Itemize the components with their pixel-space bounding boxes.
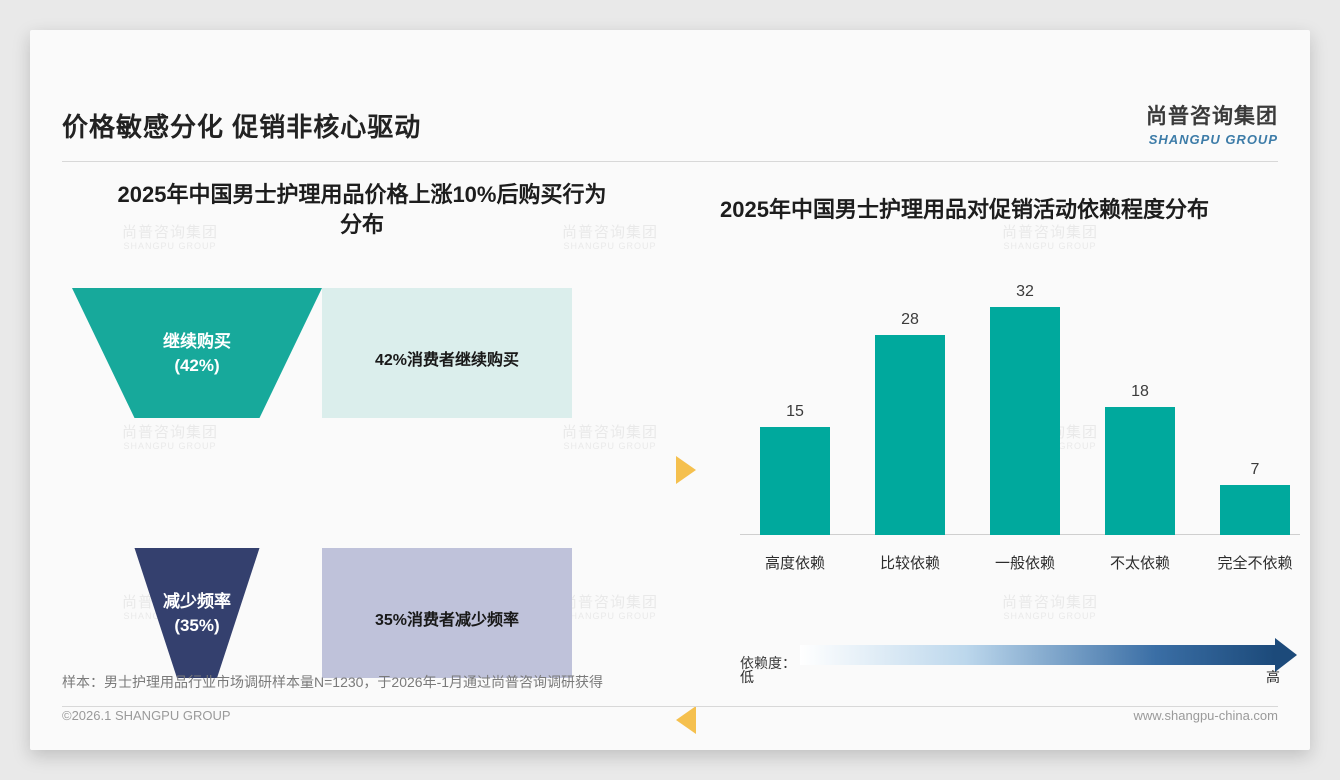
footer-bottom: ©2026.1 SHANGPU GROUP www.shangpu-china.… bbox=[62, 702, 1278, 732]
bar-rect-2[interactable] bbox=[990, 307, 1060, 535]
bar-rect-3[interactable] bbox=[1105, 407, 1175, 535]
funnel-panel-title: 2025年中国男士护理用品价格上涨10%后购买行为 分布 bbox=[62, 180, 662, 239]
legend-gradient-wrap bbox=[800, 645, 1295, 665]
brand-block: 尚普咨询集团 SHANGPU GROUP bbox=[1146, 100, 1278, 147]
footer-website[interactable]: www.shangpu-china.com bbox=[1133, 708, 1278, 723]
funnel-row-1: 继续购买 (42%) 42%消费者继续购买 bbox=[72, 288, 572, 418]
funnel-arrow-right bbox=[676, 456, 696, 484]
funnel-panel: 2025年中国男士护理用品价格上涨10%后购买行为 分布 继续购买 (42%) … bbox=[62, 180, 662, 725]
bar-item-2[interactable]: 32 一般依赖 bbox=[990, 283, 1060, 535]
bar-value-2: 32 bbox=[990, 283, 1060, 301]
bar-category-1: 比较依赖 bbox=[855, 552, 965, 573]
funnel-desc-2: 35%消费者减少频率 bbox=[322, 606, 572, 630]
page-title: 价格敏感分化 促销非核心驱动 bbox=[62, 107, 421, 144]
bar-category-3: 不太依赖 bbox=[1085, 552, 1195, 573]
funnel-label-1: 继续购买 (42%) bbox=[72, 330, 322, 378]
bar-rect-0[interactable] bbox=[760, 427, 830, 535]
bar-value-0: 15 bbox=[760, 403, 830, 421]
bar-panel: 2025年中国男士护理用品对促销活动依赖程度分布 15 高度依赖 28 比较依赖… bbox=[720, 180, 1320, 725]
bar-rect-4[interactable] bbox=[1220, 485, 1290, 535]
funnel-row-2: 减少频率 (35%) 35%消费者减少频率 bbox=[72, 548, 572, 678]
brand-name-en: SHANGPU GROUP bbox=[1146, 132, 1278, 147]
bar-item-4[interactable]: 7 完全不依赖 bbox=[1220, 461, 1290, 535]
funnel-chart: 继续购买 (42%) 42%消费者继续购买 减少频率 (35%) 35%消 bbox=[72, 288, 572, 678]
slide-page: 价格敏感分化 促销非核心驱动 尚普咨询集团 SHANGPU GROUP 尚普咨询… bbox=[0, 0, 1340, 780]
bar-item-3[interactable]: 18 不太依赖 bbox=[1105, 383, 1175, 535]
brand-name-cn: 尚普咨询集团 bbox=[1146, 100, 1278, 130]
bar-chart: 15 高度依赖 28 比较依赖 32 一般依赖 18 不太 bbox=[740, 275, 1300, 595]
bar-item-1[interactable]: 28 比较依赖 bbox=[875, 311, 945, 535]
bar-value-4: 7 bbox=[1220, 461, 1290, 479]
bar-value-3: 18 bbox=[1105, 383, 1175, 401]
bar-item-0[interactable]: 15 高度依赖 bbox=[760, 403, 830, 535]
funnel-label-2: 减少频率 (35%) bbox=[72, 590, 322, 638]
bar-category-0: 高度依赖 bbox=[740, 552, 850, 573]
funnel-desc-1: 42%消费者继续购买 bbox=[322, 346, 572, 370]
bar-category-2: 一般依赖 bbox=[970, 552, 1080, 573]
legend-gradient-bar bbox=[800, 645, 1275, 665]
bar-value-1: 28 bbox=[875, 311, 945, 329]
content-card: 价格敏感分化 促销非核心驱动 尚普咨询集团 SHANGPU GROUP 尚普咨询… bbox=[30, 30, 1310, 750]
header-section: 价格敏感分化 促销非核心驱动 尚普咨询集团 SHANGPU GROUP bbox=[62, 92, 1278, 162]
bar-rect-1[interactable] bbox=[875, 335, 945, 535]
footer-copyright: ©2026.1 SHANGPU GROUP bbox=[62, 708, 231, 723]
bar-category-4: 完全不依赖 bbox=[1200, 552, 1310, 573]
bar-panel-title: 2025年中国男士护理用品对促销活动依赖程度分布 bbox=[720, 192, 1320, 224]
